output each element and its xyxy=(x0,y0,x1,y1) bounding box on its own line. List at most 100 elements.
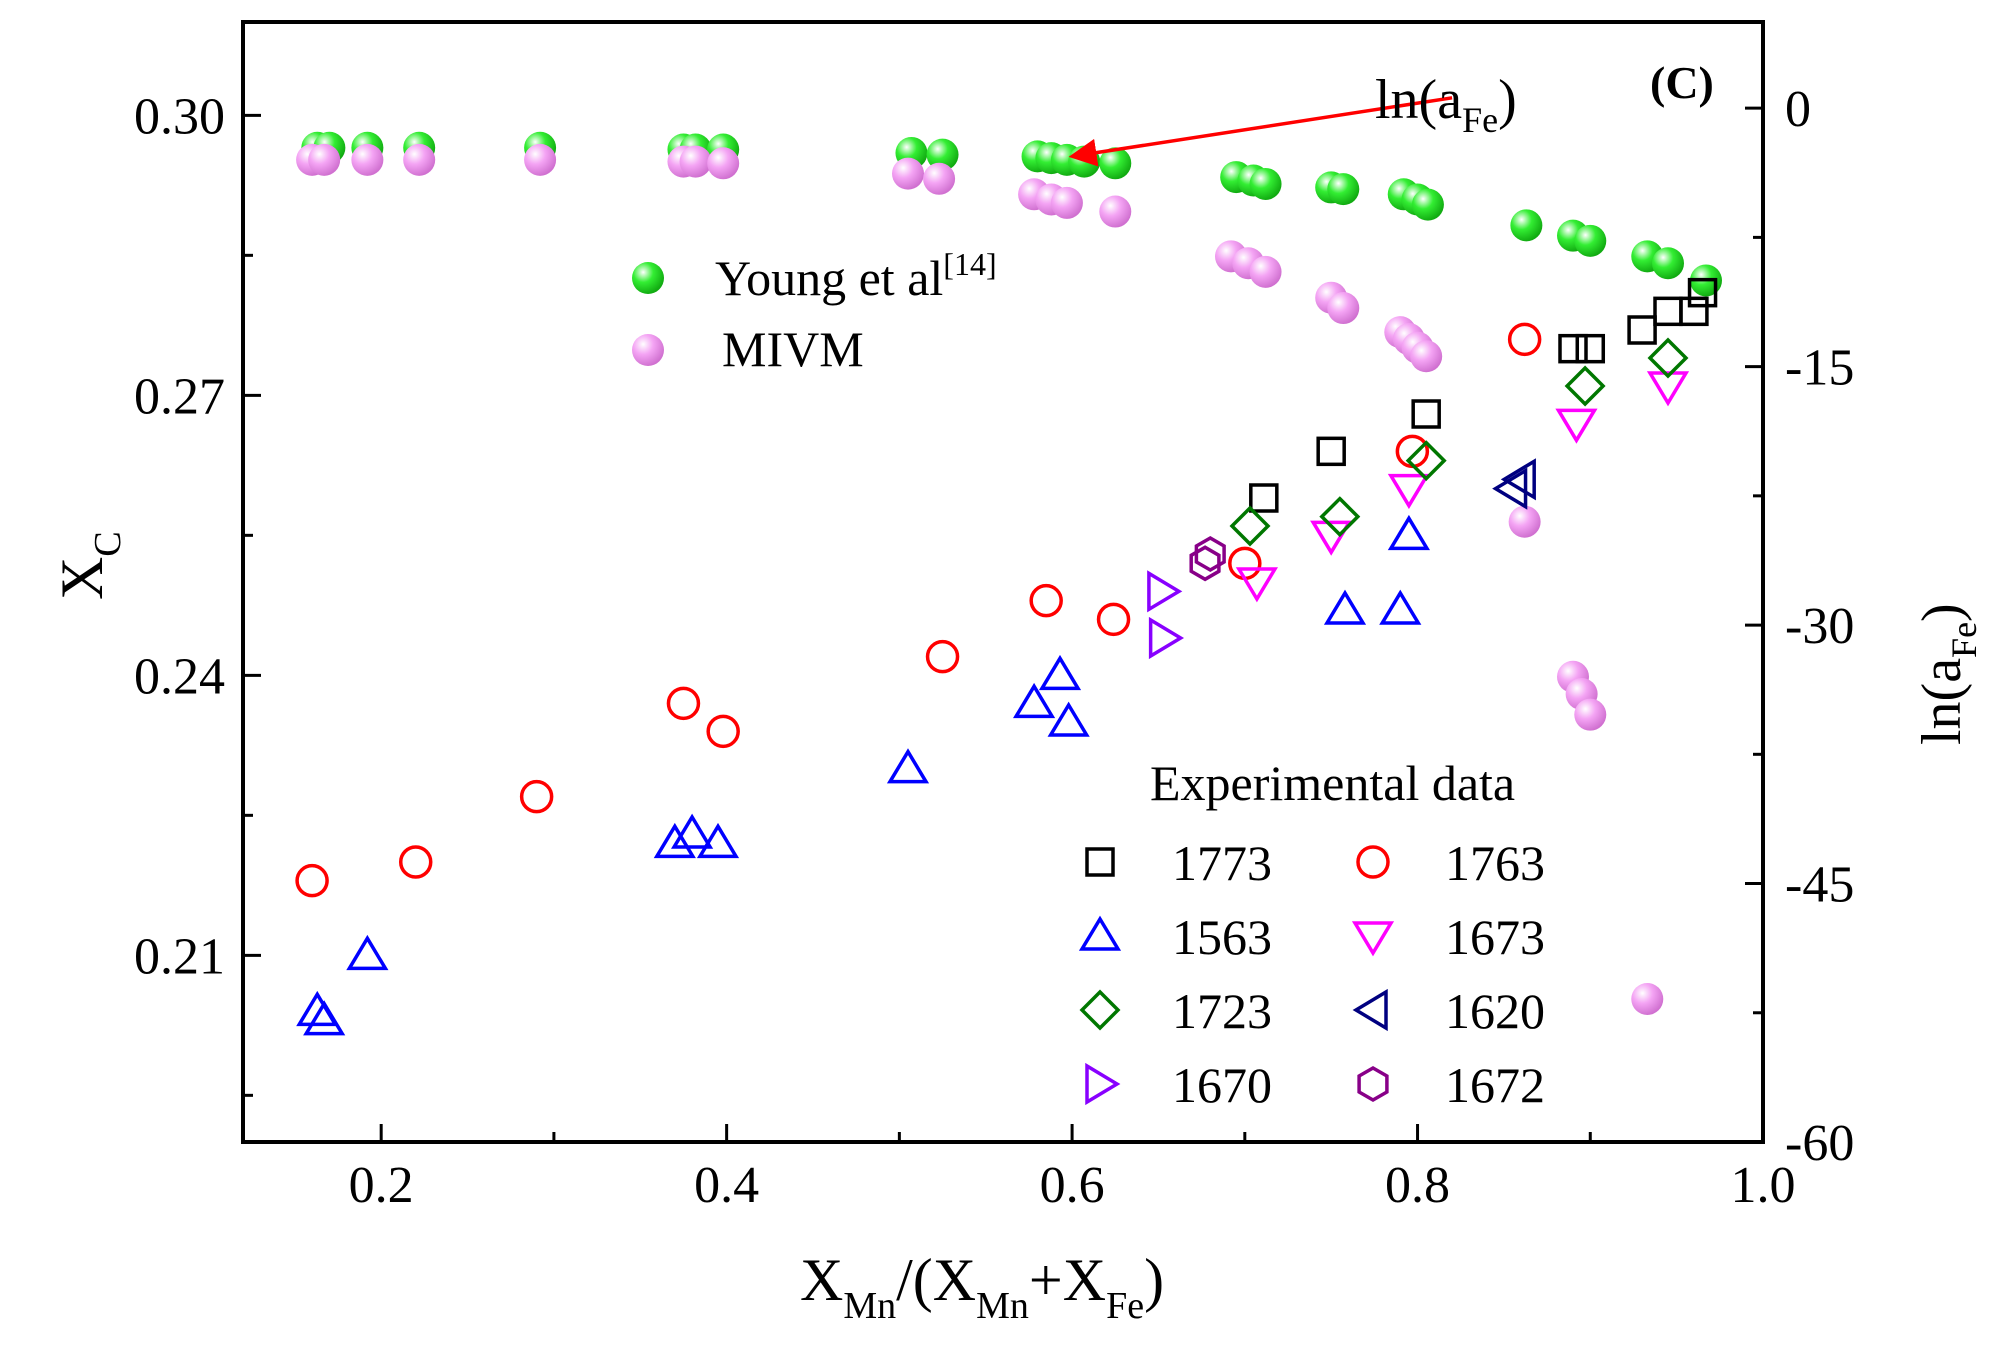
point-1773 xyxy=(1627,315,1657,345)
y2-tick-label: -45 xyxy=(1785,857,1854,914)
point-young-et-al xyxy=(1411,188,1444,221)
point-young-et-al xyxy=(1510,209,1543,242)
x-tick-label: 1.0 xyxy=(1731,1157,1796,1214)
point-1763 xyxy=(398,845,433,879)
point-1723 xyxy=(1229,505,1271,547)
point-1773 xyxy=(1411,399,1441,429)
point-mivm xyxy=(1050,186,1083,219)
point-mivm xyxy=(707,147,740,180)
point-1670 xyxy=(1148,616,1185,660)
point-1723 xyxy=(1319,496,1361,538)
y-tick-label: 0.24 xyxy=(134,648,225,705)
y2-tick-label: -15 xyxy=(1785,340,1854,397)
point-1673 xyxy=(1555,408,1598,444)
series-1723 xyxy=(1229,337,1689,547)
y2-tick-label: -30 xyxy=(1785,598,1854,655)
point-1563 xyxy=(296,990,339,1027)
point-1773 xyxy=(1653,296,1683,327)
x-axis-label: XMn/(XMn+XFe) xyxy=(800,1247,1164,1327)
point-1773 xyxy=(1679,296,1709,327)
point-1763 xyxy=(925,639,960,674)
legend-label-1563: 1563 xyxy=(1172,909,1272,965)
point-mivm xyxy=(923,162,956,195)
point-young-et-al xyxy=(1574,224,1607,257)
point-1563 xyxy=(886,748,930,784)
legend-label-young: Young et al[14] xyxy=(715,246,997,306)
point-1773 xyxy=(1687,277,1718,308)
point-mivm xyxy=(679,145,712,178)
x-tick-label: 0.2 xyxy=(349,1157,414,1214)
point-1670 xyxy=(1147,570,1183,613)
point-1563 xyxy=(696,822,740,859)
point-1672 xyxy=(1194,535,1226,573)
point-young-et-al xyxy=(1249,167,1282,200)
point-1773 xyxy=(1558,333,1588,364)
point-1773 xyxy=(1575,333,1606,364)
legend-label-1620: 1620 xyxy=(1445,983,1545,1039)
point-1563 xyxy=(1379,589,1422,625)
point-mivm xyxy=(403,143,436,176)
point-1672 xyxy=(1189,545,1221,582)
point-mivm xyxy=(351,143,384,176)
point-1763 xyxy=(1507,322,1542,357)
point-1563 xyxy=(1013,682,1056,719)
point-1723 xyxy=(1405,440,1447,482)
point-1563 xyxy=(1387,514,1430,551)
legend-label-mivm: MIVM xyxy=(722,321,864,377)
point-young-et-al xyxy=(1099,147,1132,180)
point-1763 xyxy=(295,863,329,898)
legend-marker-1670 xyxy=(1085,1062,1121,1106)
point-mivm xyxy=(1574,698,1607,731)
x-tick-label: 0.8 xyxy=(1385,1157,1450,1214)
legend-marker-1620 xyxy=(1352,988,1388,1032)
legend-marker-1763 xyxy=(1356,845,1390,879)
point-1563 xyxy=(653,822,696,859)
point-1563 xyxy=(671,813,714,849)
legend-marker-1563 xyxy=(1078,915,1122,951)
point-1763 xyxy=(1029,583,1063,618)
panel-label: (C) xyxy=(1650,57,1714,108)
point-1620 xyxy=(1492,467,1528,510)
point-1563 xyxy=(1038,654,1082,691)
point-1773 xyxy=(1316,436,1346,467)
point-1563 xyxy=(346,934,389,971)
point-1563 xyxy=(303,1000,346,1036)
point-1763 xyxy=(1395,434,1430,469)
point-1773 xyxy=(1249,483,1279,513)
series-1673 xyxy=(1235,371,1690,603)
y-tick-label: 0.30 xyxy=(134,88,225,145)
data-marks xyxy=(295,131,1722,1036)
point-mivm xyxy=(1508,505,1541,538)
x-tick-label: 0.4 xyxy=(694,1157,759,1214)
point-young-et-al xyxy=(926,138,959,171)
point-young-et-al xyxy=(1652,247,1684,280)
point-young-et-al xyxy=(1068,145,1101,178)
series-1620 xyxy=(1492,458,1536,510)
legend-marker-1723 xyxy=(1079,989,1121,1031)
plot-frame xyxy=(241,20,1765,1144)
point-1763 xyxy=(666,686,701,721)
x-axis-ticks: 0.2 0.4 0.6 0.8 1.0 xyxy=(349,1124,1796,1214)
point-mivm xyxy=(308,143,341,176)
y2-axis-label: ln(aFe) xyxy=(1911,603,1984,745)
point-mivm xyxy=(1327,292,1360,325)
y-axis-label: XC xyxy=(49,531,129,600)
point-1563 xyxy=(1047,701,1090,737)
series-1670 xyxy=(1147,570,1185,660)
legend-label-1763: 1763 xyxy=(1445,835,1545,891)
y-axis-ticks: 0.21 0.24 0.27 0.30 xyxy=(134,88,261,1097)
point-mivm xyxy=(1099,195,1132,228)
point-1723 xyxy=(1564,365,1606,407)
point-1723 xyxy=(1647,337,1689,379)
point-mivm xyxy=(892,157,924,190)
annotation-arrow xyxy=(1068,96,1453,167)
y2-tick-label: -60 xyxy=(1785,1115,1854,1172)
point-1673 xyxy=(1235,567,1278,603)
point-1763 xyxy=(1096,602,1131,637)
x-tick-label: 0.6 xyxy=(1040,1157,1105,1214)
legend-marker-young xyxy=(632,262,664,294)
y2-tick-label: 0 xyxy=(1785,81,1811,138)
legend-title: Experimental data xyxy=(1150,755,1515,811)
point-mivm xyxy=(524,143,557,176)
